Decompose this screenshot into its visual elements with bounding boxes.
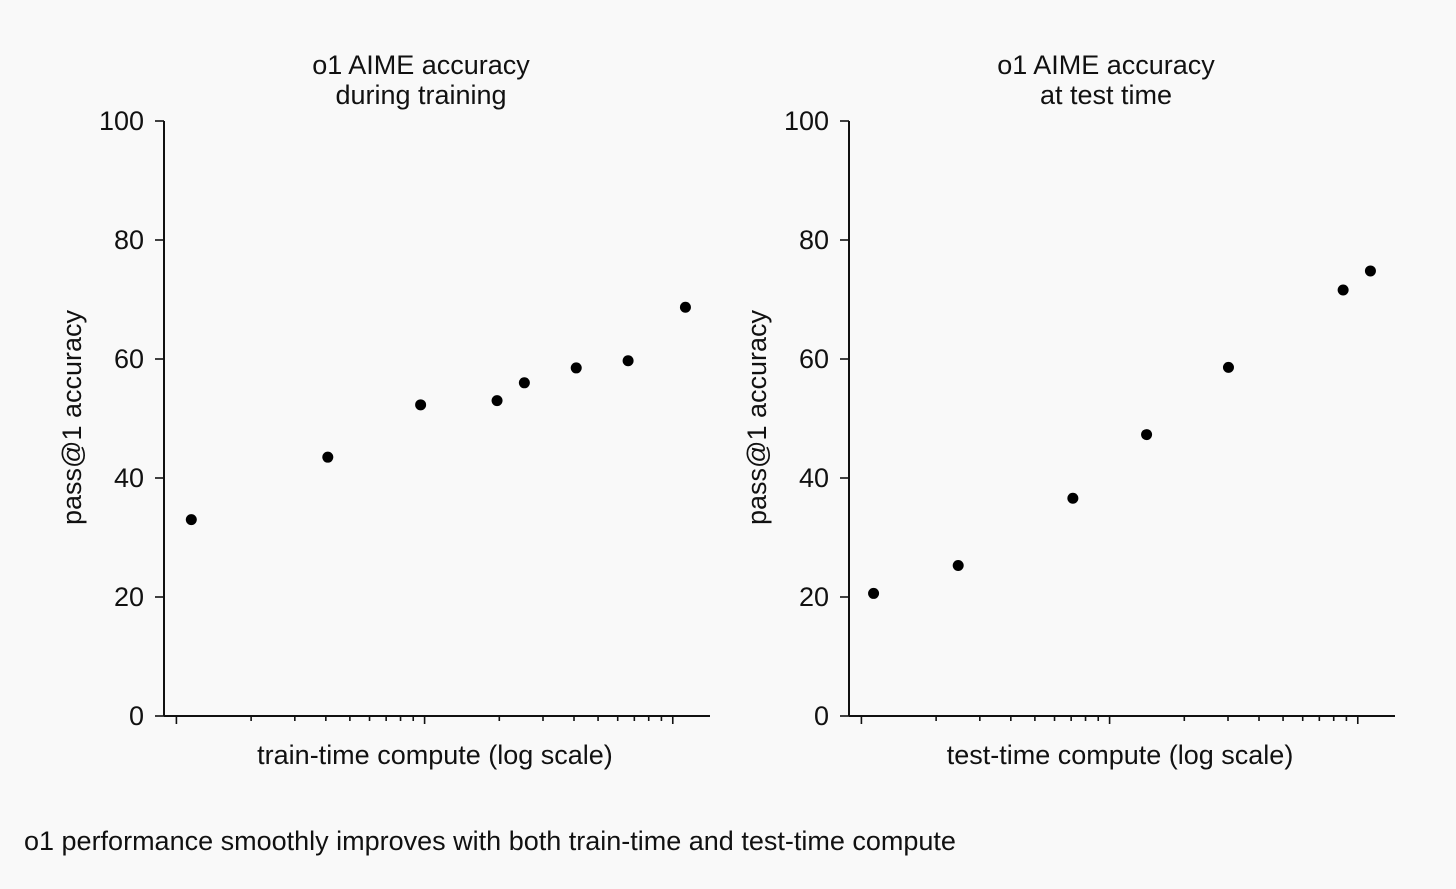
chart-1-y-tick-label: 100 — [99, 106, 144, 136]
chart-2-x-axis-label: test-time compute (log scale) — [947, 740, 1294, 770]
chart-2-point — [1067, 492, 1079, 504]
chart-2-y-tick-label: 40 — [799, 463, 829, 493]
figure-caption: o1 performance smoothly improves with bo… — [24, 826, 956, 856]
chart-1-y-tick-label: 40 — [114, 463, 144, 493]
chart-1-point — [622, 355, 634, 367]
chart-1-point — [570, 362, 582, 374]
chart-1-point — [322, 451, 334, 463]
chart-2-point — [952, 559, 964, 571]
chart-2-point — [1364, 265, 1376, 277]
chart-2-y-axis-label: pass@1 accuracy — [742, 310, 772, 525]
chart-1-point — [491, 395, 503, 407]
chart-1-title-line-1: o1 AIME accuracy — [312, 50, 530, 80]
chart-1-point — [518, 377, 530, 389]
chart-2-point — [868, 587, 880, 599]
chart-1-y-tick-label: 80 — [114, 225, 144, 255]
chart-2-y-tick-label: 20 — [799, 582, 829, 612]
chart-2-title-line-2: at test time — [1040, 80, 1172, 110]
chart-1-x-axis-label: train-time compute (log scale) — [257, 740, 613, 770]
chart-2-y-tick-label: 0 — [814, 701, 829, 731]
chart-1-y-tick-label: 60 — [114, 344, 144, 374]
chart-2-y-tick-label: 60 — [799, 344, 829, 374]
chart-1-y-axis-label: pass@1 accuracy — [57, 310, 87, 525]
chart-1-y-tick-label: 20 — [114, 582, 144, 612]
chart-2-point — [1337, 284, 1349, 296]
chart-1-point — [679, 301, 691, 313]
chart-1-title-line-2: during training — [335, 80, 506, 110]
chart-1-point — [415, 399, 427, 411]
chart-2-y-tick-label: 100 — [784, 106, 829, 136]
chart-2-point — [1222, 361, 1234, 373]
chart-2-point — [1141, 429, 1153, 441]
chart-1-point — [185, 514, 197, 526]
chart-2-title-line-1: o1 AIME accuracy — [997, 50, 1215, 80]
chart-2-y-tick-label: 80 — [799, 225, 829, 255]
chart-1-y-tick-label: 0 — [129, 701, 144, 731]
